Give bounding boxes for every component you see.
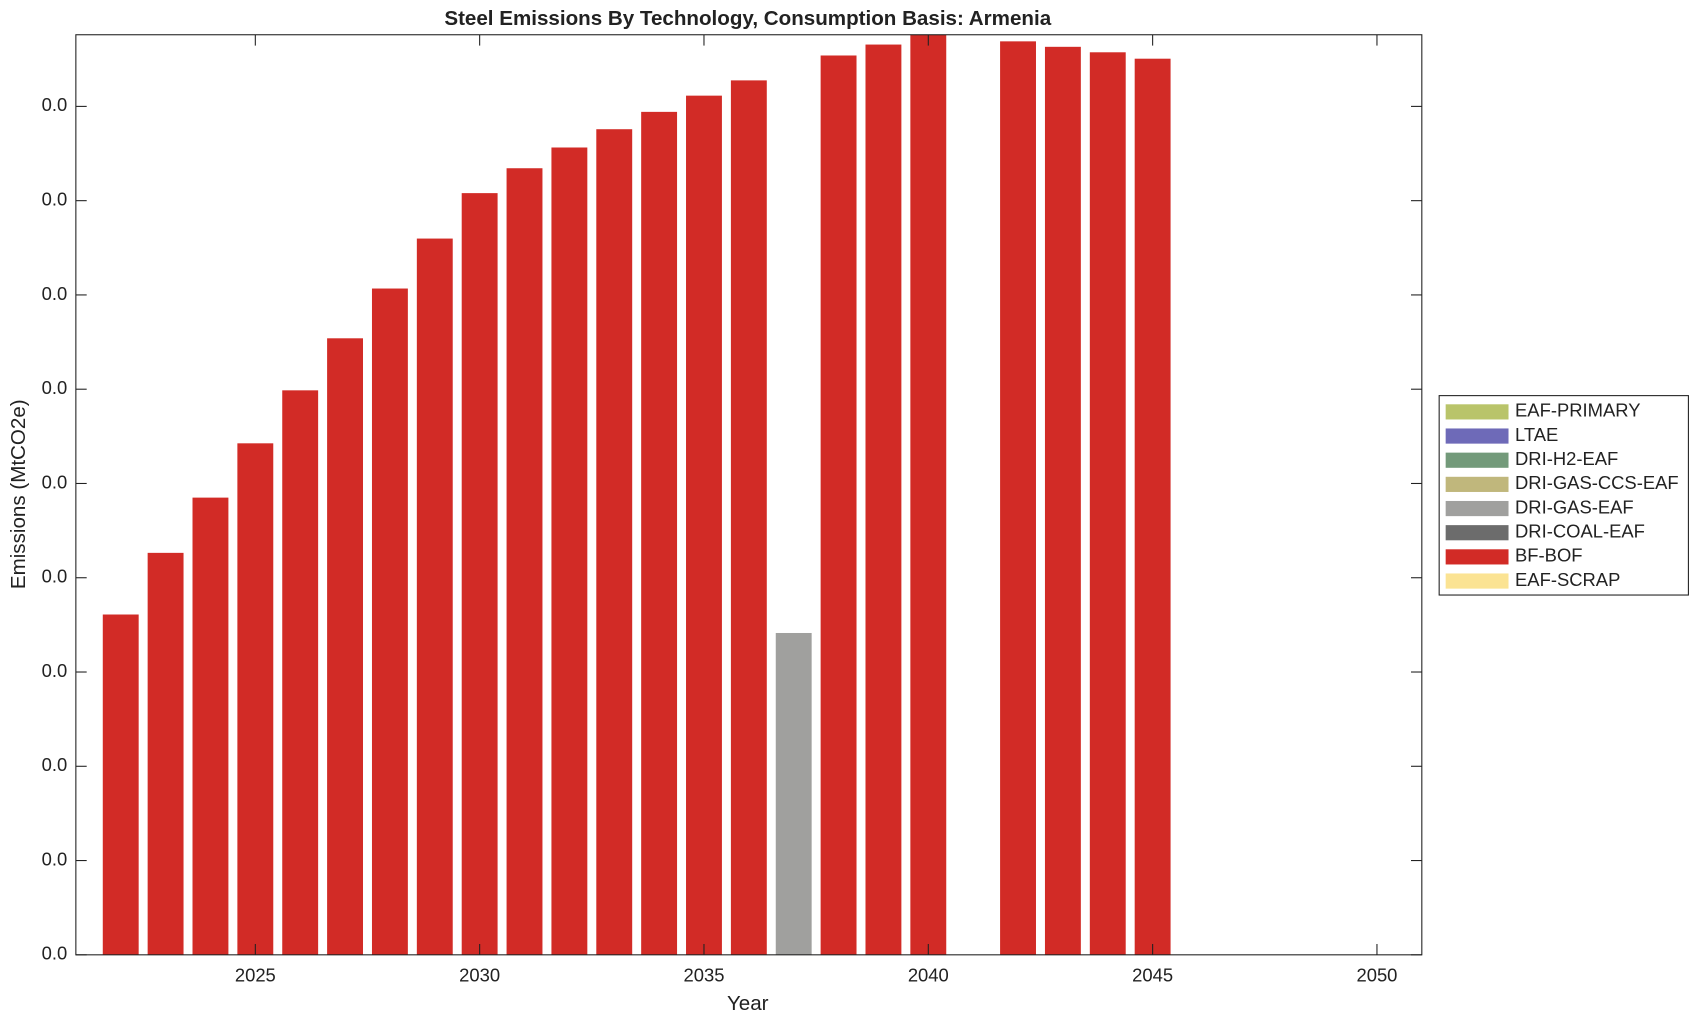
x-axis-label: Year: [727, 992, 769, 1015]
bar-segment: [1000, 41, 1036, 955]
chart-title: Steel Emissions By Technology, Consumpti…: [444, 7, 1051, 30]
bar-segment: [910, 34, 947, 955]
x-tick-label: 2025: [235, 964, 276, 985]
y-tick-label: 0.0: [42, 283, 68, 304]
bar-segment: [102, 614, 139, 955]
bar-segment: [865, 44, 902, 955]
legend-swatch: [1445, 476, 1509, 492]
y-tick-label: 0.0: [42, 660, 68, 681]
y-axis-label: Emissions (MtCO2e): [7, 399, 30, 589]
bar-segment: [1089, 52, 1126, 955]
legend-label: DRI-GAS-EAF: [1515, 496, 1634, 517]
bar-segment: [596, 129, 633, 955]
legend-swatch: [1445, 500, 1509, 517]
legend-swatch: [1445, 525, 1509, 541]
y-tick-label: 0.0: [42, 94, 68, 115]
bar-segment: [461, 193, 498, 955]
bar-segment: [820, 55, 857, 955]
x-tick-label: 2035: [683, 964, 724, 985]
bar-segment: [192, 497, 229, 955]
x-tick-label: 2045: [1132, 964, 1173, 985]
bar-segment: [506, 168, 543, 955]
x-tick-label: 2050: [1356, 964, 1397, 985]
y-tick-label: 0.0: [42, 943, 68, 964]
legend-swatch: [1445, 428, 1509, 444]
bar-segment: [641, 111, 678, 955]
legend-swatch: [1445, 452, 1509, 468]
y-tick-label: 0.0: [42, 471, 68, 492]
legend-swatch: [1445, 549, 1509, 565]
legend-label: DRI-H2-EAF: [1515, 448, 1618, 469]
bar-segment: [237, 443, 274, 955]
x-tick-label: 2040: [908, 964, 949, 985]
bar-segment: [147, 552, 184, 955]
x-tick-label: 2030: [459, 964, 500, 985]
bar-segment: [327, 338, 363, 955]
bar-segment: [1044, 46, 1081, 955]
bars: [102, 34, 1171, 955]
legend-label: DRI-GAS-CCS-EAF: [1515, 472, 1679, 493]
bar-segment: [551, 147, 588, 955]
legend-label: EAF-PRIMARY: [1515, 400, 1640, 421]
legend-swatch: [1445, 573, 1509, 589]
y-tick-label: 0.0: [42, 848, 68, 869]
legend-label: EAF-SCRAP: [1515, 569, 1620, 590]
legend-label: DRI-COAL-EAF: [1515, 521, 1645, 542]
bar-segment: [686, 95, 722, 955]
legend-swatch: [1445, 404, 1509, 420]
y-tick-label: 0.0: [42, 566, 68, 587]
bar-segment: [371, 288, 408, 955]
bar-segment: [282, 390, 319, 955]
bar-segment: [416, 238, 453, 955]
y-tick-label: 0.0: [42, 189, 68, 210]
plot-frame: [75, 34, 1423, 956]
legend-label: BF-BOF: [1515, 545, 1583, 566]
bar-segment: [775, 632, 812, 955]
y-tick-label: 0.0: [42, 754, 68, 775]
y-tick-label: 0.0: [42, 377, 68, 398]
bar-segment: [730, 80, 767, 955]
bar-segment: [1134, 58, 1171, 955]
legend-label: LTAE: [1515, 424, 1558, 445]
